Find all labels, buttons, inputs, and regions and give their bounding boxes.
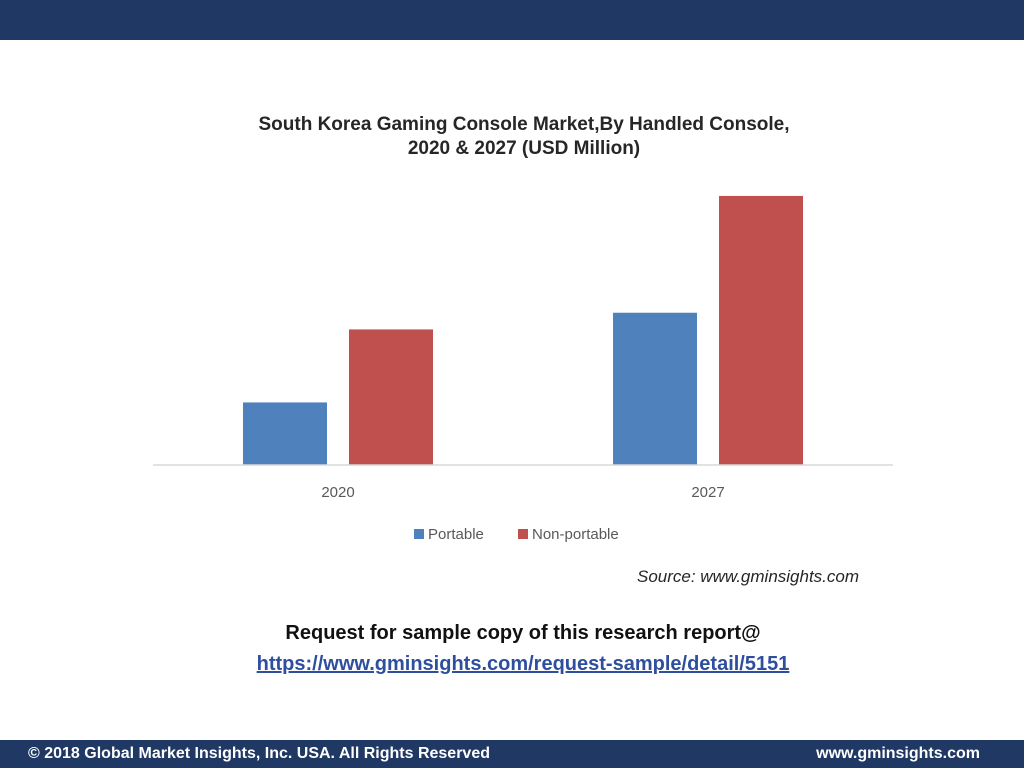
bar-portable-2020 — [243, 402, 327, 465]
chart-title-line-1: South Korea Gaming Console Market,By Han… — [258, 114, 790, 135]
sample-request-link[interactable]: https://www.gminsights.com/request-sampl… — [256, 653, 790, 675]
footer-bar: © 2018 Global Market Insights, Inc. USA.… — [0, 740, 1024, 768]
footer-copyright: © 2018 Global Market Insights, Inc. USA.… — [28, 745, 490, 762]
legend-label-non-portable: Non-portable — [532, 526, 619, 543]
sample-request-text: Request for sample copy of this research… — [285, 622, 761, 644]
chart-title: South Korea Gaming Console Market,By Han… — [150, 113, 898, 161]
footer-website-link[interactable]: www.gminsights.com — [816, 745, 980, 762]
top-banner — [0, 0, 1024, 40]
chart-title-line-2: 2020 & 2027 (USD Million) — [407, 138, 641, 159]
legend-swatch-non-portable — [518, 529, 528, 539]
bar-chart: 2020 2027 Portable Non-portable — [153, 195, 893, 543]
legend-label-portable: Portable — [428, 526, 484, 543]
source-note: Source: www.gminsights.com — [637, 567, 860, 586]
x-tick-label-2020: 2020 — [321, 484, 354, 501]
sample-request-link-row: https://www.gminsights.com/request-sampl… — [0, 653, 1024, 676]
legend-swatch-portable — [414, 529, 424, 539]
bar-non-portable-2027 — [719, 195, 803, 465]
x-tick-label-2027: 2027 — [691, 484, 724, 501]
bar-portable-2027 — [613, 312, 697, 465]
bar-non-portable-2020 — [349, 329, 433, 465]
